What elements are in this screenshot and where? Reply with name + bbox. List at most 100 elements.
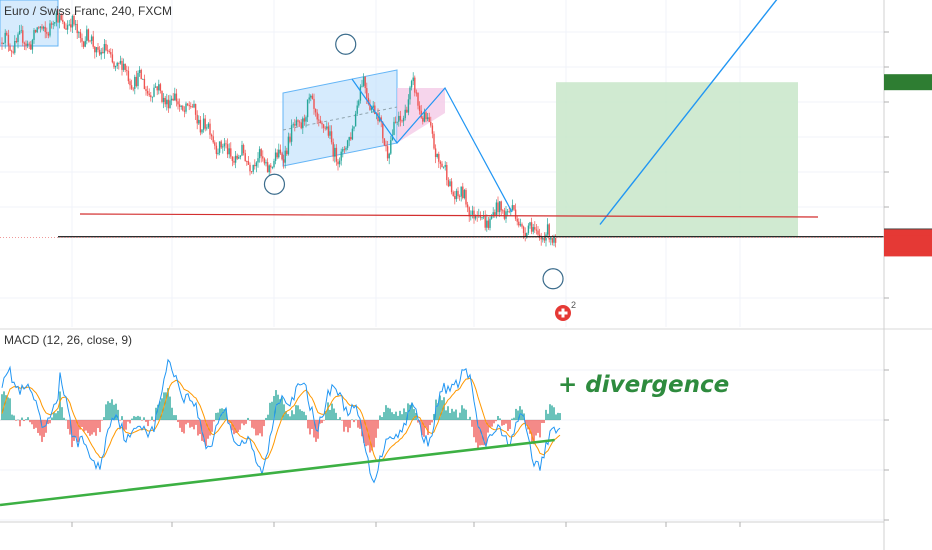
candle-body (385, 145, 387, 147)
macd-hist-bar (437, 403, 439, 420)
candle-body (308, 97, 310, 100)
candle-body (292, 124, 294, 126)
macd-hist-bar (83, 420, 85, 432)
macd-hist-bar (487, 420, 489, 433)
macd-hist-bar (315, 420, 317, 442)
macd-hist-bar (373, 420, 375, 448)
macd-hist-bar (175, 415, 177, 420)
candle-body (137, 72, 139, 86)
candle-body (23, 42, 26, 44)
candle-body (151, 96, 154, 98)
macd-hist-bar (363, 420, 365, 443)
macd-hist-bar (135, 416, 137, 420)
prior-channel (0, 0, 59, 47)
macd-hist-bar (423, 420, 425, 437)
macd-hist-bar (191, 420, 193, 427)
macd-hist-bar (293, 414, 295, 420)
candle-body (346, 140, 349, 148)
candle-body (193, 103, 195, 108)
candle-body (314, 108, 317, 113)
candle-body (530, 222, 533, 232)
macd-hist-bar (131, 418, 133, 420)
candle-body (342, 149, 344, 152)
candle-body (407, 99, 410, 113)
macd-hist-bar (431, 420, 433, 423)
macd-hist-bar (159, 401, 161, 420)
countdown-box (884, 235, 932, 252)
price-scale[interactable] (883, 0, 932, 550)
candle-body (350, 137, 352, 140)
candle-body (202, 118, 205, 130)
candle-body (553, 237, 555, 243)
candle-body (252, 164, 254, 172)
macd-hist-bar (165, 392, 167, 420)
candle-body (353, 126, 355, 129)
time-axis[interactable] (0, 521, 884, 527)
target-zone (556, 82, 798, 237)
candle-body (12, 51, 14, 53)
macd-hist-bar (23, 420, 25, 422)
candle-body (118, 62, 120, 64)
macd-hist-bar (291, 410, 293, 420)
candle-body (284, 150, 286, 163)
price-pane[interactable]: 2 (0, 0, 884, 522)
macd-hist-bar (109, 402, 111, 420)
macd-hist-bar (451, 408, 453, 420)
macd-hist-bar (81, 420, 83, 428)
macd-hist-bar (411, 402, 413, 420)
macd-hist-bar (457, 417, 459, 420)
candle-body (89, 40, 91, 42)
candle-body (239, 155, 242, 158)
candle-body (70, 24, 72, 28)
candle-body (258, 149, 261, 159)
candle-body (322, 124, 325, 128)
candle-body (236, 155, 238, 159)
candle-body (516, 218, 518, 222)
macd-hist-bar (541, 420, 543, 424)
candle-body (327, 126, 330, 136)
candle-body (494, 212, 496, 216)
macd-hist-bar (323, 420, 325, 421)
wave-label-circle (542, 268, 564, 290)
macd-hist-bar (25, 419, 27, 420)
macd-hist-bar (303, 411, 305, 420)
candle-body (466, 204, 469, 208)
candle-body (529, 222, 531, 226)
macd-hist-bar (469, 416, 471, 420)
macd-hist-bar (403, 408, 405, 420)
candle-body (404, 109, 406, 119)
macd-hist-bar (11, 414, 13, 420)
candle-body (391, 134, 394, 141)
macd-hist-bar (489, 420, 491, 428)
macd-hist-bar (515, 408, 517, 420)
candle-body (238, 157, 240, 159)
macd-hist-bar (51, 417, 53, 420)
candle-body (318, 119, 320, 121)
candle-body (489, 218, 491, 228)
candle-body (215, 145, 218, 154)
macd-hist-bar (297, 405, 299, 420)
macd-hist-bar (343, 420, 345, 432)
candle-body (521, 224, 523, 227)
macd-hist-bar (537, 420, 539, 433)
macd-hist-bar (111, 399, 113, 420)
macd-hist-bar (211, 420, 213, 432)
candle-body (142, 78, 144, 80)
candle-body (298, 121, 301, 123)
candle-body (34, 30, 37, 33)
candle-body (425, 112, 427, 120)
macd-pane[interactable] (0, 358, 884, 521)
macd-hist-bar (559, 413, 561, 420)
candle-body (422, 117, 424, 122)
candle-body (122, 63, 125, 70)
candle-body (22, 30, 24, 43)
macd-hist-bar (217, 412, 219, 420)
candle-body (313, 98, 315, 109)
candle-body (210, 134, 213, 137)
candle-body (514, 209, 517, 219)
candle-body (247, 161, 250, 165)
macd-hist-bar (327, 402, 329, 420)
macd-hist-bar (5, 395, 7, 420)
candle-body (212, 136, 214, 143)
